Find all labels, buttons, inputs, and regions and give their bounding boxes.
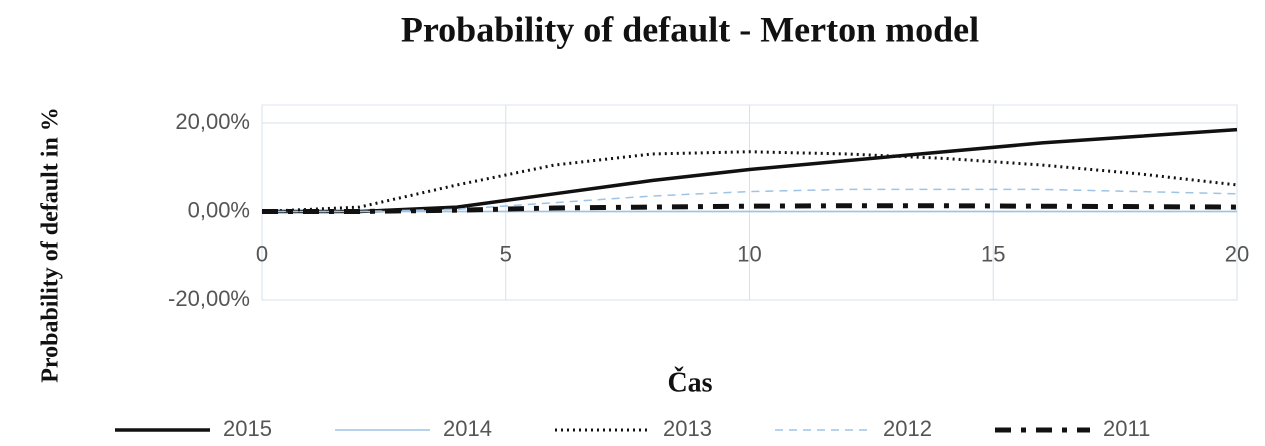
legend-label: 2012 <box>883 416 932 441</box>
x-tick-label: 15 <box>981 241 1005 266</box>
y-tick-label: 20,00% <box>175 109 250 134</box>
x-axis-label: Čas <box>667 367 712 398</box>
x-tick-label: 10 <box>737 241 761 266</box>
x-tick-label: 20 <box>1225 241 1249 266</box>
y-tick-label: -20,00% <box>168 286 250 311</box>
series-line <box>262 127 1238 214</box>
legend-label: 2014 <box>443 416 492 441</box>
y-axis-label: Probability of default in % <box>38 107 64 383</box>
legend-label: 2011 <box>1103 416 1150 441</box>
series-line <box>262 188 1238 213</box>
x-tick-label: 0 <box>256 241 268 266</box>
legend-label: 2015 <box>223 416 272 441</box>
legend-label: 2013 <box>663 416 712 441</box>
y-tick-label: 0,00% <box>188 197 250 222</box>
chart-title: Probability of default - Merton model <box>401 9 979 49</box>
x-tick-label: 5 <box>500 241 512 266</box>
series-line <box>261 150 1238 213</box>
